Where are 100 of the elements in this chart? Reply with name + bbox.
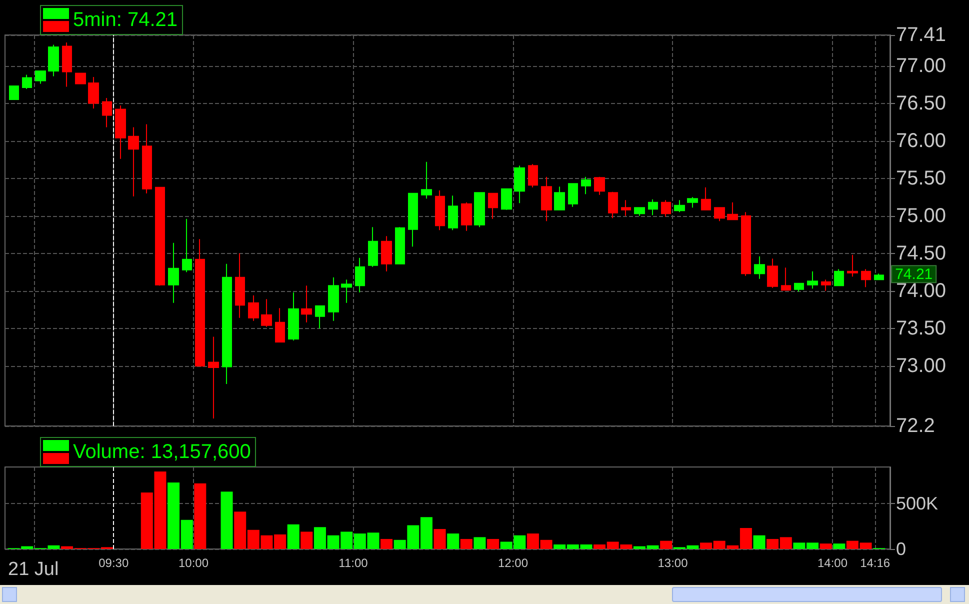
y-tick-label: 77.41 bbox=[896, 24, 946, 46]
bar bbox=[820, 544, 832, 549]
bar bbox=[447, 534, 460, 549]
candlestick bbox=[634, 207, 645, 216]
bar bbox=[380, 538, 393, 549]
y-tick-label: 75.00 bbox=[896, 204, 946, 227]
candlestick bbox=[581, 176, 591, 195]
x-tick-label: 09:30 bbox=[98, 556, 129, 570]
candlestick bbox=[421, 161, 432, 200]
candlestick bbox=[288, 292, 299, 341]
candlestick bbox=[781, 267, 791, 291]
candlestick bbox=[674, 200, 685, 213]
candlestick bbox=[501, 188, 512, 210]
candlestick bbox=[75, 72, 86, 84]
candlestick bbox=[168, 242, 179, 304]
y-tick-label: 76.00 bbox=[896, 130, 946, 152]
candlestick bbox=[381, 236, 392, 272]
candlestick bbox=[102, 98, 112, 128]
candlestick bbox=[448, 195, 458, 231]
x-tick-label: 10:00 bbox=[178, 556, 209, 570]
x-tick-label: 14:16 bbox=[860, 556, 890, 570]
bar bbox=[660, 540, 672, 549]
candlestick bbox=[208, 336, 219, 419]
candlestick bbox=[341, 279, 352, 304]
y-tick-label: 72.2 bbox=[896, 415, 935, 437]
bar bbox=[434, 528, 446, 549]
candlestick bbox=[62, 42, 72, 88]
chart-title: 5min: 74.21 bbox=[73, 8, 178, 32]
candlestick bbox=[847, 254, 858, 278]
candlestick bbox=[195, 238, 205, 366]
bar bbox=[474, 537, 486, 549]
y-tick-label: 77.00 bbox=[896, 54, 946, 77]
candlestick bbox=[301, 285, 312, 323]
candlestick bbox=[328, 276, 339, 322]
candlestick bbox=[222, 263, 232, 384]
bar bbox=[460, 538, 472, 549]
candlestick bbox=[554, 186, 565, 210]
candlestick bbox=[275, 308, 285, 342]
bar bbox=[833, 544, 846, 549]
candlestick bbox=[115, 105, 126, 160]
y-tick-label: 73.50 bbox=[896, 317, 946, 340]
candlestick bbox=[35, 70, 46, 84]
bar bbox=[753, 535, 766, 549]
candlestick bbox=[514, 165, 525, 204]
bar bbox=[300, 532, 313, 549]
candlestick bbox=[621, 200, 631, 216]
candlestick bbox=[128, 126, 139, 197]
candlestick bbox=[408, 192, 418, 248]
candlestick bbox=[435, 190, 445, 231]
candlestick bbox=[821, 279, 831, 292]
candlestick bbox=[687, 196, 698, 208]
x-tick-label: 11:00 bbox=[338, 556, 368, 570]
candlestick bbox=[48, 44, 59, 77]
candlestick bbox=[155, 186, 165, 286]
candlestick bbox=[568, 183, 578, 208]
y-tick-label: 0 bbox=[896, 539, 906, 559]
annotation: 74.21 bbox=[895, 266, 933, 284]
bar bbox=[487, 538, 500, 549]
candlestick bbox=[794, 282, 804, 292]
candlestick bbox=[142, 124, 152, 194]
x-tick-label: 14:00 bbox=[817, 556, 848, 570]
candlestick bbox=[594, 176, 605, 196]
candlestick bbox=[395, 226, 405, 264]
y-tick-label: 500K bbox=[896, 493, 938, 514]
candlestick bbox=[235, 252, 245, 318]
candlestick bbox=[861, 268, 871, 288]
candlestick bbox=[488, 192, 498, 220]
candlestick bbox=[741, 212, 751, 276]
candlestick bbox=[874, 273, 884, 280]
x-tick-label: 12:00 bbox=[498, 556, 528, 570]
x-tick-label: 13:00 bbox=[658, 556, 688, 570]
bar bbox=[194, 483, 206, 549]
candlestick bbox=[528, 164, 538, 188]
candlestick bbox=[701, 186, 711, 210]
candlestick bbox=[474, 192, 485, 228]
candlestick bbox=[714, 207, 725, 222]
bar bbox=[220, 492, 233, 549]
chart-title: Volume: 13,157,600 bbox=[73, 440, 251, 464]
candlestick bbox=[767, 258, 778, 288]
candlestick bbox=[608, 191, 618, 219]
candlestick bbox=[541, 176, 552, 222]
candlestick bbox=[648, 198, 658, 216]
y-tick-label: 74.50 bbox=[896, 242, 946, 264]
candlestick bbox=[88, 76, 99, 110]
candlestick bbox=[22, 74, 32, 90]
y-tick-label: 75.50 bbox=[896, 167, 946, 190]
bar bbox=[287, 524, 300, 549]
y-tick-label: 73.00 bbox=[896, 354, 946, 377]
text: 21 Jul bbox=[8, 559, 59, 580]
candlestick bbox=[355, 257, 365, 293]
candlestick bbox=[261, 298, 272, 328]
candlestick bbox=[754, 256, 765, 280]
candlestick bbox=[461, 202, 472, 232]
candlestick bbox=[9, 86, 19, 100]
y-tick-label: 76.50 bbox=[896, 92, 946, 114]
candlestick bbox=[182, 218, 192, 273]
candlestick bbox=[661, 200, 671, 218]
candlestick bbox=[248, 294, 259, 322]
candlestick bbox=[727, 202, 738, 220]
candlestick bbox=[807, 270, 818, 290]
